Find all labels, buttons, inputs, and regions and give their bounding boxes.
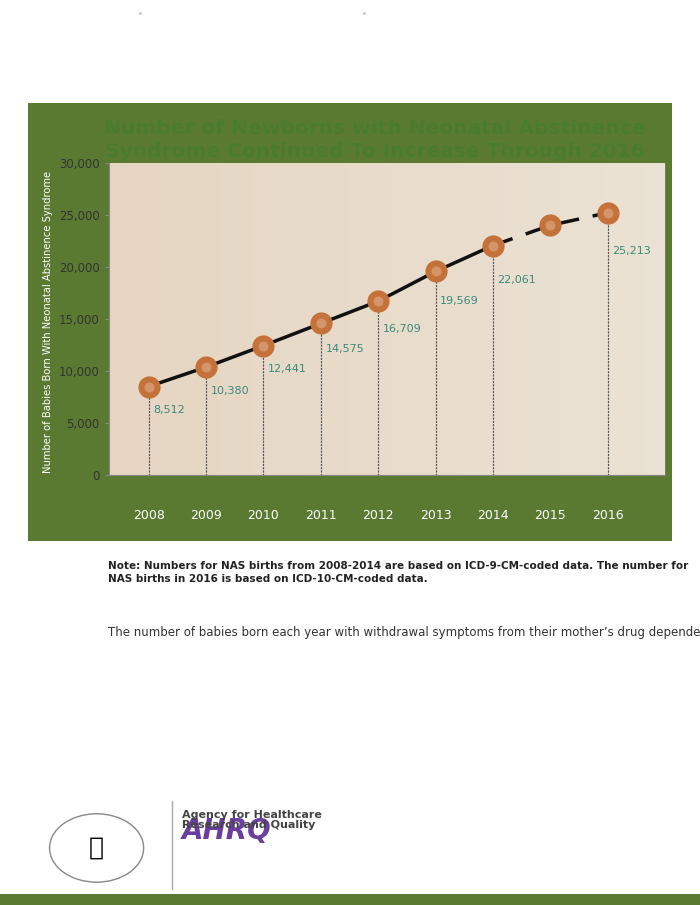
Text: •: •	[136, 8, 144, 19]
Text: Agency for Healthcare: Agency for Healthcare	[182, 809, 322, 820]
Text: 2012: 2012	[363, 510, 394, 522]
Text: 16,709: 16,709	[383, 324, 421, 334]
Text: 22,061: 22,061	[498, 274, 536, 285]
Text: 19,569: 19,569	[440, 297, 479, 307]
Text: 2013: 2013	[420, 510, 452, 522]
Text: 2010: 2010	[248, 510, 279, 522]
Text: 🦅: 🦅	[89, 836, 104, 860]
Text: The number of babies born each year with withdrawal symptoms from their mother’s: The number of babies born each year with…	[108, 626, 700, 639]
Text: Research and Quality: Research and Quality	[182, 820, 316, 831]
Text: Number of Babies Born With Neonatal Abstinence Syndrome: Number of Babies Born With Neonatal Abst…	[43, 171, 52, 473]
Text: Note: Numbers for NAS births from 2008-2014 are based on ICD-9-CM-coded data. Th: Note: Numbers for NAS births from 2008-2…	[108, 561, 689, 584]
Text: 25,213: 25,213	[612, 246, 651, 256]
Text: Number of Newborns with Neonatal Abstinence
Syndrome Continued To Increase Throu: Number of Newborns with Neonatal Abstine…	[104, 119, 645, 161]
Text: 2016: 2016	[592, 510, 624, 522]
Text: 12,441: 12,441	[268, 365, 307, 375]
Text: 2008: 2008	[133, 510, 164, 522]
Text: 2011: 2011	[305, 510, 337, 522]
Text: •: •	[360, 8, 368, 19]
Text: 14,575: 14,575	[326, 344, 364, 354]
Text: 2014: 2014	[477, 510, 509, 522]
Text: 2015: 2015	[534, 510, 566, 522]
Text: 10,380: 10,380	[211, 386, 249, 395]
Text: 8,512: 8,512	[153, 405, 185, 415]
Text: AHRQ: AHRQ	[182, 817, 272, 844]
Text: 2009: 2009	[190, 510, 222, 522]
